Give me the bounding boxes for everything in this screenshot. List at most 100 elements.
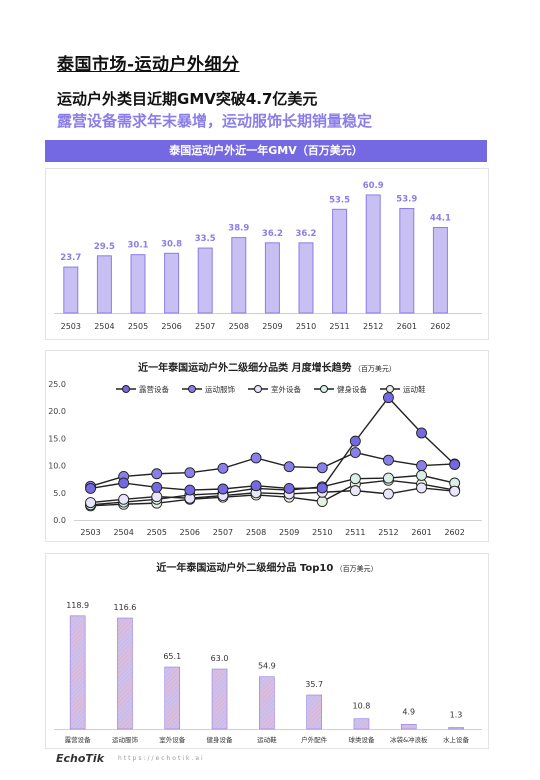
gmv-data-label: 60.9 (363, 181, 384, 191)
series-line (90, 396, 456, 491)
legend-label: 运动鞋 (403, 384, 426, 394)
gmv-x-tick-label: 2505 (128, 322, 148, 331)
footer-url[interactable]: https://echotik.ai (118, 755, 205, 762)
trend-y-tick-label: 20.0 (48, 407, 66, 416)
trend-x-tick-label: 2504 (113, 528, 133, 537)
gmv-bar-chart: 23.7 2503 29.5 2504 30.1 2505 30.8 2506 33.5 2507… (54, 181, 482, 331)
trend-x-tick-label: 2503 (80, 528, 100, 537)
series-point (151, 481, 163, 493)
top10-data-label: 116.6 (113, 603, 136, 612)
series-point (416, 469, 427, 481)
top10-bar (306, 694, 322, 730)
top10-x-tick-label: 球类设备 (348, 735, 375, 744)
gmv-x-tick-label: 2512 (363, 322, 383, 331)
headline: 运动户外类目近期GMV突破4.7亿美元 (57, 90, 318, 108)
top10-chart-title: 近一年泰国运动户外二级细分品 Top10 （百万美元） (156, 561, 377, 574)
gmv-data-label: 29.5 (94, 242, 115, 252)
trend-x-tick-label: 2511 (345, 528, 365, 537)
series-point (151, 468, 163, 480)
series-point (250, 452, 262, 464)
legend-label: 露营设备 (139, 384, 169, 394)
series-point (283, 461, 295, 473)
trend-y-tick-label: 0.0 (53, 516, 66, 525)
gmv-data-label: 30.1 (128, 241, 149, 251)
top10-data-label: 118.9 (66, 601, 89, 610)
series-point (416, 427, 427, 439)
legend-marker (254, 385, 262, 393)
gmv-data-label: 30.8 (161, 239, 182, 249)
top10-bar-chart: 近一年泰国运动户外二级细分品 Top10 （百万美元） 118.9 露营设备 116.… (54, 561, 482, 744)
gmv-x-tick-label: 2508 (229, 322, 249, 331)
trend-y-tick-label: 5.0 (53, 489, 66, 498)
series-point (118, 493, 130, 505)
trend-line-chart: 近一年泰国运动户外二级细分品类 月度增长趋势 （百万美元） 25.0 20.0 15.… (48, 361, 482, 537)
trend-x-tick-label: 2601 (411, 528, 431, 537)
top10-data-label: 54.9 (258, 662, 276, 671)
legend-label: 室外设备 (271, 384, 301, 394)
legend-marker (122, 385, 130, 393)
series-line (90, 451, 455, 487)
gmv-data-label: 23.7 (60, 253, 81, 263)
gmv-bar-chart-panel: 23.7 2503 29.5 2504 30.1 2505 30.8 2506 33.5 2507… (45, 168, 489, 340)
top10-x-tick-label: 运动服饰 (112, 735, 139, 744)
gmv-data-label: 38.9 (228, 224, 249, 234)
series-line (90, 487, 455, 504)
top10-bar (400, 724, 417, 730)
top10-chart-unit: （百万美元） (333, 564, 377, 573)
series-point (349, 485, 361, 497)
series-point (449, 459, 461, 470)
gmv-x-tick-label: 2509 (262, 322, 282, 331)
top10-x-tick-label: 室外设备 (159, 735, 186, 744)
series-point (349, 447, 361, 458)
series-point (449, 485, 461, 497)
top10-x-tick-label: 水上设备 (443, 735, 470, 744)
legend-label: 健身设备 (337, 384, 367, 394)
top10-data-label: 63.0 (211, 654, 229, 663)
series-point (349, 473, 361, 485)
series-point (416, 482, 427, 494)
trend-line-chart-panel: 近一年泰国运动户外二级细分品类 月度增长趋势 （百万美元） 25.0 20.0 15.… (45, 350, 489, 542)
gmv-x-tick-label: 2506 (161, 322, 181, 331)
series-point (118, 477, 130, 489)
gmv-data-label: 36.2 (296, 229, 317, 239)
series-point (316, 462, 328, 474)
trend-x-tick-label: 2509 (279, 528, 299, 537)
top10-bar (448, 727, 464, 730)
trend-x-tick-label: 2505 (147, 528, 167, 537)
series-point (85, 482, 96, 494)
top10-bar (69, 615, 86, 730)
gmv-bar (332, 208, 348, 314)
series-point (383, 392, 394, 404)
top10-x-tick-label: 健身设备 (207, 735, 234, 744)
gmv-x-tick-label: 2504 (94, 322, 114, 331)
series-point (283, 482, 295, 494)
top10-data-label: 1.3 (450, 711, 463, 720)
gmv-data-label: 53.5 (329, 195, 350, 205)
top10-bar (353, 718, 370, 730)
top10-bar (117, 617, 133, 730)
top10-bar-chart-panel: 近一年泰国运动户外二级细分品 Top10 （百万美元） 118.9 露营设备 116.… (45, 553, 489, 749)
series-point (383, 472, 394, 484)
trend-chart-title: 近一年泰国运动户外二级细分品类 月度增长趋势 （百万美元） (138, 361, 396, 374)
gmv-x-tick-label: 2510 (296, 322, 316, 331)
series-point (383, 488, 394, 500)
gmv-bar (164, 252, 180, 314)
series-point (184, 467, 196, 479)
gmv-bar (298, 242, 314, 314)
echotik-logo: EchoTik (56, 752, 105, 765)
top10-data-label: 4.9 (402, 707, 415, 716)
gmv-bar (231, 237, 247, 314)
series-point (184, 484, 196, 496)
series-point (217, 462, 229, 474)
gmv-data-label: 53.9 (396, 195, 417, 205)
trend-chart-unit: （百万美元） (352, 364, 396, 373)
trend-y-tick-label: 10.0 (48, 462, 66, 471)
top10-bar (211, 668, 228, 730)
gmv-x-tick-label: 2503 (61, 322, 81, 331)
series-point (85, 497, 96, 509)
sub-headline: 露营设备需求年末暴增，运动服饰长期销量稳定 (57, 112, 373, 130)
series-point (316, 482, 328, 494)
gmv-x-tick-label: 2511 (329, 322, 349, 331)
series-point (217, 483, 229, 495)
gmv-bar (197, 247, 213, 314)
